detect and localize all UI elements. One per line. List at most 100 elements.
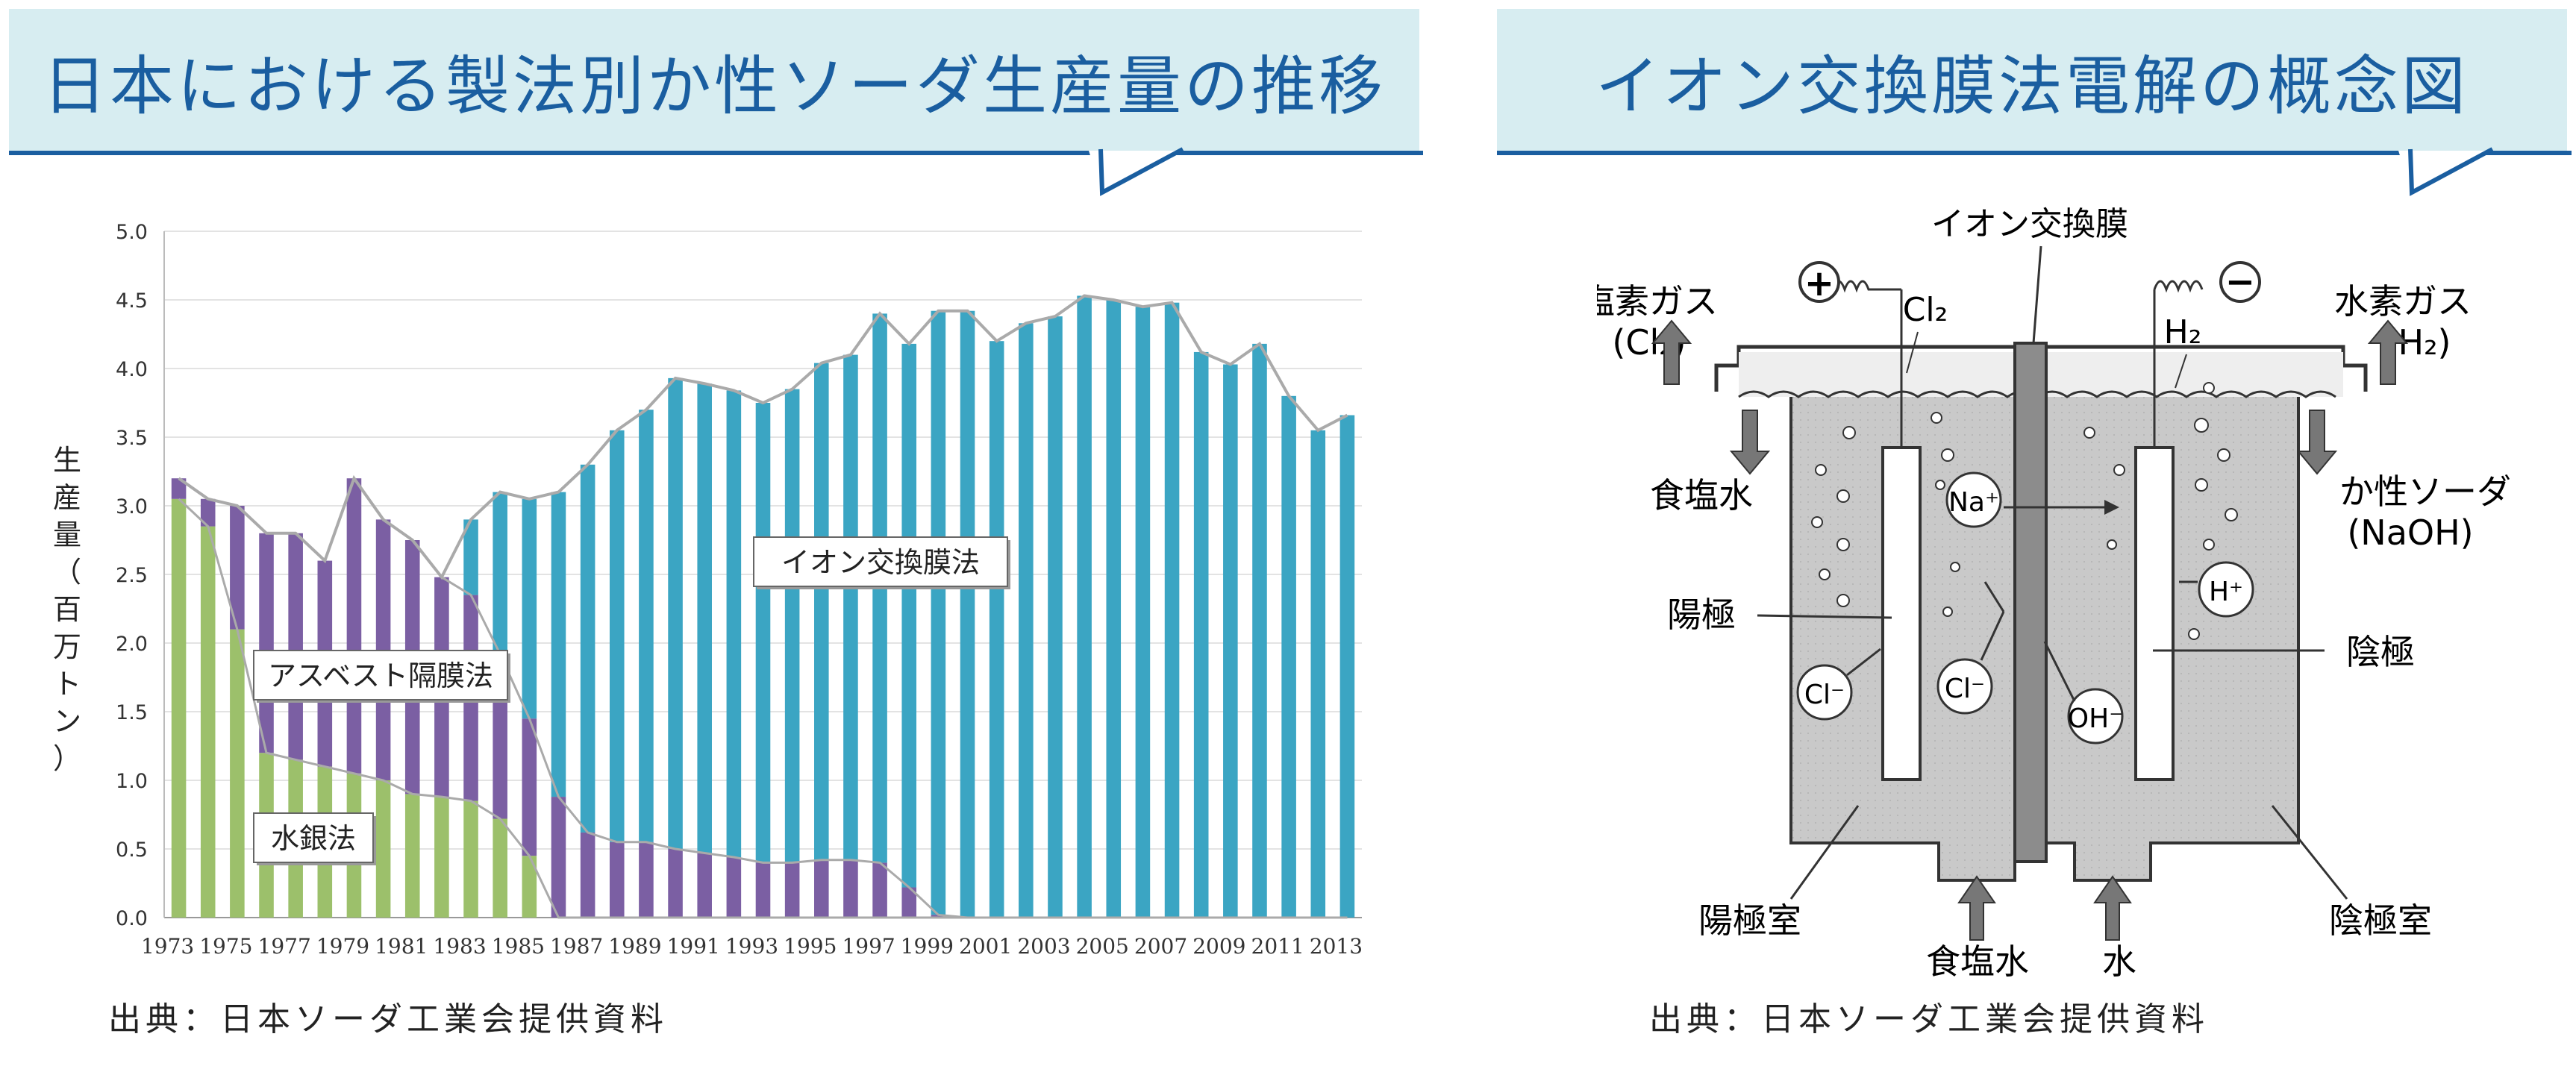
cl2-label: Cl₂ (1903, 291, 1948, 329)
bar-segment (288, 533, 303, 760)
chart-title-callout-tail (1089, 147, 1184, 196)
brine-in-arrow (1729, 410, 1771, 475)
bar-segment (580, 832, 595, 918)
bar-segment (784, 389, 800, 863)
y-axis-label-char: 量 (53, 518, 81, 551)
bar-segment (463, 800, 478, 918)
annotation-box (253, 812, 374, 863)
bar-segment (697, 383, 712, 853)
bar-segment (522, 718, 537, 856)
x-tick-label: 2009 (1192, 934, 1245, 959)
bar-segment (639, 841, 654, 918)
bar-segment (1223, 364, 1238, 918)
anode-chamber-label: 陽極室 (1698, 900, 1801, 941)
bar-segment (1164, 302, 1180, 918)
annotation-label: イオン交換膜法 (781, 546, 980, 579)
bar-segment (551, 797, 566, 918)
x-tick-label: 1999 (901, 934, 954, 959)
y-axis-label-char: 万 (53, 630, 81, 663)
chart-title: 日本における製法別か性ソーダ生産量の推移 (43, 48, 1386, 124)
bar-segment (872, 862, 887, 918)
bar-segment (200, 526, 216, 918)
bar-segment (434, 797, 449, 918)
anode-label: 陽極 (1667, 595, 1736, 635)
bar-segment (726, 390, 742, 858)
bar-segment (1135, 307, 1151, 918)
chlorine-out-arrow (1651, 319, 1692, 385)
y-axis-label-char: 百 (53, 593, 81, 626)
y-tick-label: 5.0 (116, 221, 148, 244)
series-boundary-line (178, 475, 1348, 919)
svg-text:−: − (2225, 261, 2255, 303)
bar-segment (609, 841, 625, 918)
bar-segment (931, 915, 946, 918)
x-tick-label: 1991 (667, 934, 720, 959)
water-bottom-label: 水 (2102, 941, 2136, 982)
annotation-label: アスベスト隔膜法 (268, 659, 493, 692)
x-tick-label: 1975 (199, 934, 252, 959)
bar-segment (1310, 430, 1326, 918)
bar-segment (551, 492, 566, 797)
x-tick-label: 1981 (375, 934, 428, 959)
chart-title-banner: 日本における製法別か性ソーダ生産量の推移 (9, 9, 1419, 151)
y-tick-label: 2.5 (116, 564, 148, 587)
bar-segment (1106, 300, 1122, 918)
y-tick-label: 1.0 (116, 770, 148, 793)
bar-segment (259, 533, 274, 753)
x-tick-label: 2005 (1076, 934, 1129, 959)
na-ion-label: Na⁺ (1948, 487, 1999, 518)
brine-in-label: 食塩水 (1650, 475, 1753, 515)
cl-ion-left-label: Cl⁻ (1804, 680, 1845, 710)
bar-segment (989, 341, 1004, 918)
plus-terminal (1798, 261, 1840, 303)
bar-segment (931, 310, 946, 915)
ion-exchange-membrane (2013, 342, 2048, 863)
y-tick-label: 2.0 (116, 633, 148, 656)
bar-segment (200, 498, 216, 527)
membrane-label: イオン交換膜 (1931, 205, 2128, 243)
x-tick-labels: 1973 1975 1977 1979 1981 1983 1985 1987 1989 1991… (141, 934, 1363, 959)
bar-segment (668, 377, 683, 849)
bar-segment (668, 849, 683, 918)
bar-segment (814, 363, 829, 860)
bar-segment (1252, 343, 1267, 918)
bar-segment (755, 403, 771, 863)
bar-segment (1339, 415, 1355, 918)
cathode (2134, 446, 2175, 781)
y-tick-label: 3.5 (116, 427, 148, 450)
bar-segment (1019, 323, 1034, 918)
bar-segment (639, 410, 654, 842)
bar-segment (697, 853, 712, 918)
y-tick-label: 1.5 (116, 701, 148, 724)
bar-segment (609, 430, 625, 842)
x-tick-label: 1987 (550, 934, 603, 959)
diagram-source: 出典：日本ソーダ工業会提供資料 (1649, 1000, 2209, 1038)
naoh-out-arrow (2296, 410, 2338, 475)
bar-segment (1077, 295, 1092, 918)
bar-segment (755, 862, 771, 918)
bar-segment (463, 519, 478, 595)
cl-ion-mid-label: Cl⁻ (1945, 674, 1985, 704)
annotation-label: 水銀法 (271, 822, 356, 855)
bar-segment (493, 818, 507, 918)
bar-segment (171, 498, 187, 918)
x-tick-label: 1993 (725, 934, 778, 959)
bar-segment (784, 862, 800, 918)
bar-segment (171, 478, 187, 499)
x-tick-label: 1977 (258, 934, 311, 959)
bar-segment (522, 498, 537, 719)
y-tick-label: 0.0 (116, 907, 148, 930)
x-tick-label: 1985 (492, 934, 545, 959)
chart-source: 出典：日本ソーダ工業会提供資料 (108, 1000, 668, 1038)
bar-segment (1281, 395, 1296, 918)
x-tick-label: 1995 (784, 934, 837, 959)
brine-bottom-label: 食塩水 (1926, 941, 2029, 982)
hydrogen-out-arrow (2367, 319, 2409, 385)
y-tick-label: 0.5 (116, 839, 148, 862)
bar-segment (375, 780, 391, 918)
bar-segment (726, 857, 742, 918)
h2-label: H₂ (2164, 313, 2202, 351)
caustic-soda-label: か性ソーダ (2339, 471, 2511, 512)
chart-title-underline (9, 151, 1423, 155)
x-tick-label: 1973 (141, 934, 194, 959)
